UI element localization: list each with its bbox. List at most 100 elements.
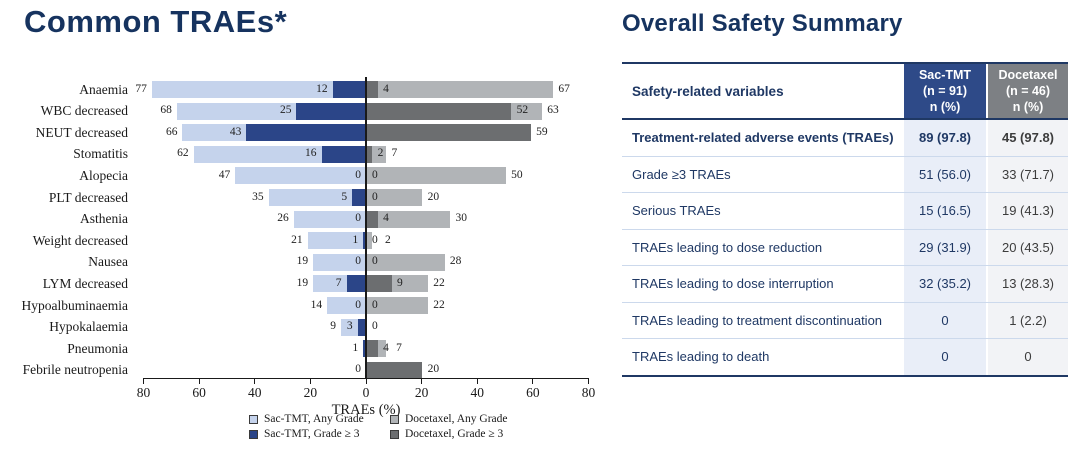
- category-label: Anaemia: [79, 81, 128, 97]
- bar-doc-grade3: [366, 124, 531, 142]
- bar-value-label: 0: [372, 255, 378, 268]
- bar-doc-any: [366, 253, 445, 271]
- bar-sac-grade3: [357, 318, 366, 336]
- table-header-sac-tmt: Sac-TMT (n = 91) n (%): [904, 64, 986, 118]
- bar-doc-any: [366, 167, 506, 185]
- category-label: Pneumonia: [67, 340, 128, 356]
- column-divider: [902, 339, 904, 375]
- table-header-variables: Safety-related variables: [622, 64, 902, 118]
- column-divider: [986, 302, 988, 338]
- bar-value-label: 59: [536, 125, 548, 138]
- category-label: Stomatitis: [73, 146, 128, 162]
- bar-value-label: 2: [377, 147, 384, 160]
- bar-value-label: 0: [372, 233, 378, 246]
- x-axis-tick-label: 40: [470, 385, 485, 400]
- x-axis-tick: [254, 379, 256, 384]
- x-axis-tick-label: 20: [414, 385, 429, 400]
- safety-summary-table: Safety-related variables Sac-TMT (n = 91…: [622, 62, 1068, 377]
- column-divider: [986, 156, 988, 192]
- table-row: Grade ≥3 TRAEs 51 (56.0) 33 (71.7): [622, 155, 1068, 192]
- table-row: TRAEs leading to dose interruption 32 (35…: [622, 265, 1068, 302]
- center-axis-line: [365, 77, 367, 378]
- x-axis-line: [143, 378, 589, 380]
- bar-value-label: 35: [252, 190, 264, 203]
- bar-sac-any: [327, 297, 366, 314]
- table-cell-variable: Grade ≥3 TRAEs: [622, 156, 902, 192]
- table-cell-sac: 15 (16.5): [904, 193, 986, 229]
- bar-value-label: 62: [177, 147, 189, 160]
- legend-swatch: [390, 430, 399, 439]
- column-divider: [902, 120, 904, 156]
- x-axis-tick: [365, 379, 367, 384]
- bar-doc-any: [366, 189, 423, 206]
- x-axis-tick-label: 20: [303, 385, 318, 400]
- bar-value-label: 77: [135, 82, 147, 95]
- table-row: Serious TRAEs 15 (16.5) 19 (41.3): [622, 192, 1068, 229]
- bar-value-label: 19: [296, 255, 309, 268]
- legend-label: Docetaxel, Grade ≥ 3: [405, 428, 504, 440]
- bar-value-label: 0: [355, 363, 361, 376]
- x-axis-tick-label: 60: [192, 385, 206, 400]
- bar-value-label: 0: [355, 255, 361, 268]
- bar-value-label: 12: [316, 82, 328, 95]
- bar-value-label: 9: [330, 320, 336, 333]
- bar-value-label: 7: [396, 341, 402, 354]
- bar-value-label: 25: [279, 104, 292, 117]
- table-cell-doc: 20 (43.5): [988, 229, 1068, 265]
- x-axis-tick-label: 0: [362, 385, 370, 400]
- bar-value-label: 20: [427, 190, 440, 203]
- bar-value-label: 22: [433, 276, 445, 289]
- bar-value-label: 3: [346, 320, 353, 333]
- bar-value-label: 47: [218, 168, 231, 181]
- table-cell-doc: 13 (28.3): [988, 266, 1068, 302]
- table-cell-variable: Treatment-related adverse events (TRAEs): [622, 120, 902, 156]
- table-cell-doc: 0: [988, 339, 1068, 375]
- bar-value-label: 67: [558, 82, 570, 95]
- table-row: TRAEs leading to dose reduction 29 (31.9)…: [622, 228, 1068, 265]
- category-label: WBC decreased: [40, 103, 128, 119]
- bar-value-label: 50: [511, 168, 523, 181]
- category-label: Alopecia: [79, 167, 128, 183]
- table-row: TRAEs leading to death 0 0: [622, 338, 1068, 375]
- bar-sac-any: [313, 253, 366, 271]
- bar-doc-grade3: [366, 210, 378, 228]
- bar-doc-any: [366, 232, 373, 250]
- column-divider: [902, 64, 904, 118]
- category-label: PLT decreased: [48, 189, 128, 205]
- x-axis-tick: [532, 379, 534, 384]
- bar-value-label: 68: [160, 104, 172, 117]
- bar-value-label: 22: [433, 298, 445, 311]
- table-cell-doc: 33 (71.7): [988, 156, 1068, 192]
- bar-doc-grade3: [366, 145, 373, 163]
- column-divider: [986, 229, 988, 265]
- column-divider: [902, 229, 904, 265]
- bar-sac-grade3: [346, 275, 366, 293]
- column-divider: [902, 156, 904, 192]
- x-axis-tick: [143, 379, 144, 384]
- bar-doc-grade3: [366, 275, 392, 293]
- category-label: Febrile neutropenia: [22, 362, 128, 378]
- bar-value-label: 0: [355, 298, 361, 311]
- column-divider: [986, 266, 988, 302]
- bar-value-label: 0: [355, 212, 361, 225]
- bar-doc-any: [366, 297, 428, 314]
- category-label: Hypokalaemia: [49, 319, 128, 335]
- legend-label: Sac-TMT, Any Grade: [264, 413, 364, 425]
- column-divider: [902, 266, 904, 302]
- table-cell-sac: 0: [904, 339, 986, 375]
- table-cell-doc: 19 (41.3): [988, 193, 1068, 229]
- table-cell-sac: 51 (56.0): [904, 156, 986, 192]
- bar-doc-grade3: [366, 340, 378, 358]
- x-axis-tick: [588, 379, 589, 384]
- legend-swatch: [249, 430, 258, 439]
- bar-sac-any: [235, 167, 366, 185]
- table-cell-variable: TRAEs leading to dose reduction: [622, 229, 902, 265]
- bar-doc-grade3: [366, 102, 512, 120]
- bar-value-label: 20: [427, 363, 440, 376]
- bar-value-label: 0: [372, 190, 378, 203]
- legend-label: Sac-TMT, Grade ≥ 3: [264, 428, 360, 440]
- bar-sac-grade3: [352, 189, 366, 206]
- bar-value-label: 7: [335, 276, 342, 289]
- column-divider: [902, 193, 904, 229]
- bar-sac-grade3: [332, 81, 366, 98]
